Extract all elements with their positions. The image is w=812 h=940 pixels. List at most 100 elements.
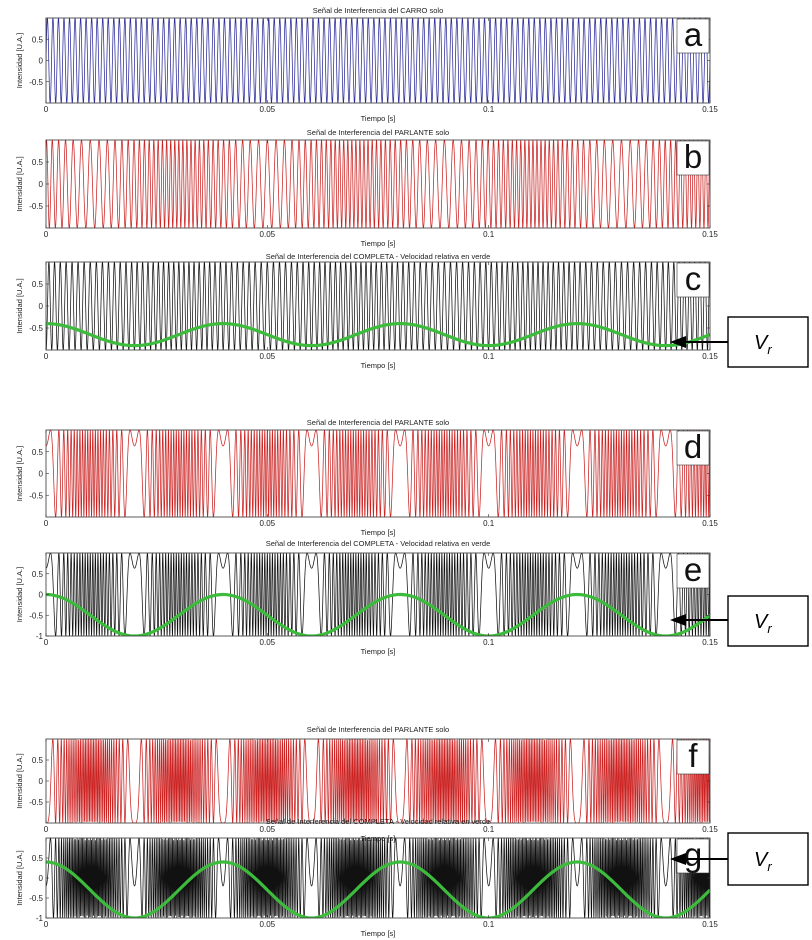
- x-tick-label: 0.15: [702, 352, 718, 361]
- panel-letter: g: [684, 836, 702, 873]
- chart-title: Señal de Interferencia del PARLANTE solo: [307, 128, 449, 137]
- y-axis-label: Intensidad [U.A.]: [15, 753, 24, 808]
- y-tick-label: -1: [36, 632, 44, 641]
- panel-letter: c: [685, 260, 702, 297]
- y-tick-label: 0: [39, 470, 44, 479]
- x-tick-label: 0.05: [260, 352, 276, 361]
- panel-letter-box: [676, 430, 710, 466]
- vr-marker-c: Vr: [670, 316, 809, 368]
- panel-f: 0 0.05 0.1 0.15 0.5 0 -0.5 Señal de Interferenc…: [15, 725, 718, 843]
- y-axis-label: Intensidad [U.A.]: [15, 278, 24, 333]
- vr-arrow-head: [670, 853, 686, 865]
- x-tick-label: 0: [44, 230, 49, 239]
- panel-letter: d: [684, 428, 702, 465]
- signal-series-f: [46, 739, 710, 823]
- x-tick-label: 0.1: [483, 352, 495, 361]
- y-tick-label: 0: [39, 874, 44, 883]
- x-tick-label: 0.1: [483, 230, 495, 239]
- x-tick-label: 0: [44, 352, 49, 361]
- vr-label: Vr: [754, 849, 772, 874]
- panel-letter: e: [684, 551, 702, 588]
- panel-letter: b: [684, 138, 702, 175]
- vr-label: Vr: [754, 332, 772, 357]
- panel-b: 0 0.05 0.1 0.15 0.5 0 -0.5 Señal de Interferenc…: [15, 128, 718, 248]
- x-tick-label: 0: [44, 825, 49, 834]
- x-tick-label: 0.05: [260, 230, 276, 239]
- x-tick-label: 0: [44, 519, 49, 528]
- vr-subscript: r: [767, 342, 772, 357]
- x-tick-label: 0: [44, 920, 49, 929]
- y-tick-label: 0.5: [32, 756, 44, 765]
- y-tick-label: 0.5: [32, 158, 44, 167]
- signal-series-c: [46, 262, 710, 350]
- x-axis-label: Tiempo [s]: [361, 834, 396, 843]
- y-axis-label: Intensidad [U.A.]: [15, 567, 24, 622]
- signal-series-e: [46, 553, 710, 636]
- vr-arrow-head: [670, 614, 686, 626]
- velocity-series-c: [46, 321, 710, 348]
- chart-title: Señal de Interferencia del COMPLETA - Ve…: [266, 817, 491, 826]
- velocity-series-g: [46, 860, 710, 918]
- x-tick-label: 0.05: [260, 519, 276, 528]
- y-axis-label: Intensidad [U.A.]: [15, 850, 24, 905]
- panel-letter-box: [676, 262, 710, 298]
- y-tick-label: -0.5: [29, 491, 43, 500]
- y-tick-label: -0.5: [29, 202, 43, 211]
- x-axis-label: Tiempo [s]: [361, 361, 396, 370]
- vr-label: Vr: [754, 611, 772, 636]
- vr-subscript: r: [767, 621, 772, 636]
- y-tick-label: 0: [39, 57, 44, 66]
- panel-letter-box: [676, 739, 710, 775]
- x-tick-label: 0: [44, 105, 49, 114]
- chart-title: Señal de Interferencia del COMPLETA - Ve…: [266, 539, 491, 548]
- signal-series-d: [46, 430, 710, 517]
- x-axis-label: Tiempo [s]: [361, 114, 396, 123]
- y-tick-label: 0: [39, 302, 44, 311]
- y-axis-label: Intensidad [U.A.]: [15, 156, 24, 211]
- y-tick-label: 0: [39, 777, 44, 786]
- vr-subscript: r: [767, 859, 772, 874]
- x-tick-label: 0.15: [702, 825, 718, 834]
- y-tick-label: -0.5: [29, 611, 43, 620]
- panel-e: 0 0.05 0.1 0.15 0.5 0 -0.5 -1 Señal de Interfere…: [15, 539, 718, 656]
- velocity-series-e: [46, 592, 710, 636]
- y-tick-label: 0: [39, 591, 44, 600]
- chart-title: Señal de Interferencia del PARLANTE solo: [307, 418, 449, 427]
- x-tick-label: 0.15: [702, 920, 718, 929]
- vr-box: [727, 316, 809, 368]
- y-tick-label: -0.5: [29, 894, 43, 903]
- panel-letter: a: [684, 16, 703, 53]
- x-axis-label: Tiempo [s]: [361, 528, 396, 537]
- panel-letter-box: [676, 18, 710, 54]
- signal-series-g: [46, 838, 710, 918]
- vr-symbol: V: [754, 332, 769, 354]
- x-tick-label: 0.05: [260, 105, 276, 114]
- x-tick-label: 0.15: [702, 105, 718, 114]
- y-tick-label: 0.5: [32, 448, 44, 457]
- x-tick-label: 0.15: [702, 230, 718, 239]
- y-tick-label: 0.5: [32, 35, 44, 44]
- x-tick-label: 0.05: [260, 825, 276, 834]
- x-tick-label: 0.1: [483, 825, 495, 834]
- x-tick-label: 0.05: [260, 920, 276, 929]
- panel-letter-box: [676, 553, 710, 589]
- x-tick-label: 0.1: [483, 519, 495, 528]
- vr-marker-g: Vr: [670, 832, 809, 886]
- x-axis-label: Tiempo [s]: [361, 647, 396, 656]
- vr-symbol: V: [754, 611, 769, 633]
- y-tick-label: -0.5: [29, 324, 43, 333]
- y-tick-label: -0.5: [29, 798, 43, 807]
- panel-d: 0 0.05 0.1 0.15 0.5 0 -0.5 Señal de Interferenc…: [15, 418, 718, 537]
- x-axis-label: Tiempo [s]: [361, 239, 396, 248]
- panel-letter-box: [676, 140, 710, 176]
- x-axis-label: Tiempo [s]: [361, 929, 396, 938]
- panel-c: 0 0.05 0.1 0.15 0.5 0 -0.5 Señal de Interferenc…: [15, 252, 718, 370]
- x-tick-label: 0.05: [260, 638, 276, 647]
- signal-series-b: [46, 140, 710, 228]
- vr-marker-e: Vr: [670, 595, 809, 647]
- x-tick-label: 0.1: [483, 638, 495, 647]
- y-axis-label: Intensidad [U.A.]: [15, 33, 24, 88]
- x-tick-label: 0.1: [483, 105, 495, 114]
- y-tick-label: 0.5: [32, 280, 44, 289]
